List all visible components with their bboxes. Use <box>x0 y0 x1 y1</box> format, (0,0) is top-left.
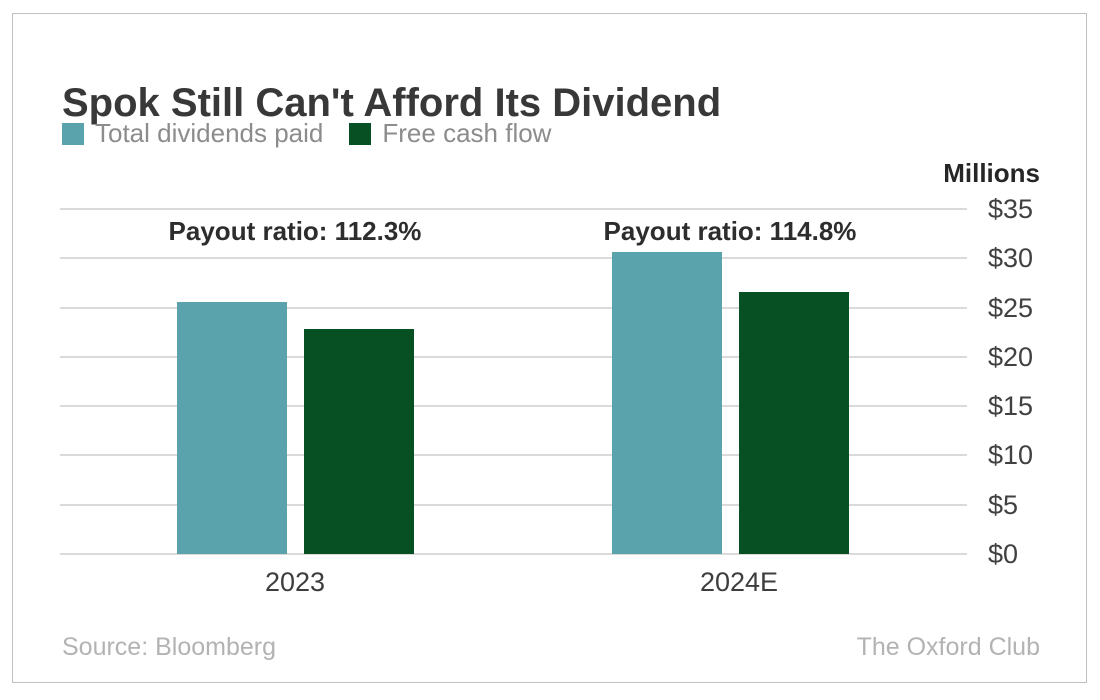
y-tick-label-25: $25 <box>988 292 1034 323</box>
bar-free-cash-flow-2023 <box>303 329 414 554</box>
legend-swatch-free-cash-flow <box>349 122 372 145</box>
y-tick-label-20: $20 <box>988 341 1034 372</box>
gridline-25 <box>60 306 967 309</box>
source-label: Source: Bloomberg <box>62 633 277 661</box>
gridline-5 <box>60 503 967 506</box>
legend-swatch-total-dividends-paid <box>62 122 84 145</box>
bar-free-cash-flow-2024e <box>738 291 849 554</box>
legend-label-total-dividends-paid: Total dividends paid <box>95 118 324 148</box>
gridline-30 <box>60 257 967 260</box>
y-axis-tick-labels: $0 $5 $10 $15 $20 $25 $30 $35 <box>988 195 1078 568</box>
legend-item-total-dividends-paid: Total dividends paid <box>62 118 323 149</box>
y-tick-label-5: $5 <box>988 489 1019 520</box>
legend-label-free-cash-flow: Free cash flow <box>382 118 552 148</box>
bar-group-2023 <box>176 209 414 554</box>
chart-title: Spok Still Can't Afford Its Dividend <box>62 80 722 125</box>
y-axis-unit-label: Millions <box>943 158 1040 188</box>
legend-item-free-cash-flow: Free cash flow <box>349 118 551 149</box>
plot-area <box>60 208 967 555</box>
gridline-20 <box>60 355 967 358</box>
y-tick-label-35: $35 <box>988 194 1034 224</box>
x-axis-label-2023: 2023 <box>264 567 326 597</box>
brand-label: The Oxford Club <box>856 633 1040 661</box>
y-tick-label-30: $30 <box>988 243 1034 274</box>
legend: Total dividends paid Free cash flow <box>62 118 551 149</box>
y-tick-label-0: $0 <box>988 539 1019 569</box>
y-tick-label-10: $10 <box>988 440 1034 471</box>
bar-group-2024e <box>611 209 849 554</box>
gridline-35 <box>60 208 967 210</box>
bar-total-dividends-paid-2023 <box>176 301 287 554</box>
x-axis-label-2024e: 2024E <box>699 567 779 597</box>
y-tick-label-15: $15 <box>988 391 1034 422</box>
bar-total-dividends-paid-2024e <box>611 252 722 554</box>
gridline-0 <box>60 553 967 555</box>
gridline-15 <box>60 405 967 408</box>
gridline-10 <box>60 454 967 457</box>
payout-ratio-annotation-2023: Payout ratio: 112.3% <box>168 216 422 246</box>
payout-ratio-annotation-2024e: Payout ratio: 114.8% <box>603 216 857 246</box>
